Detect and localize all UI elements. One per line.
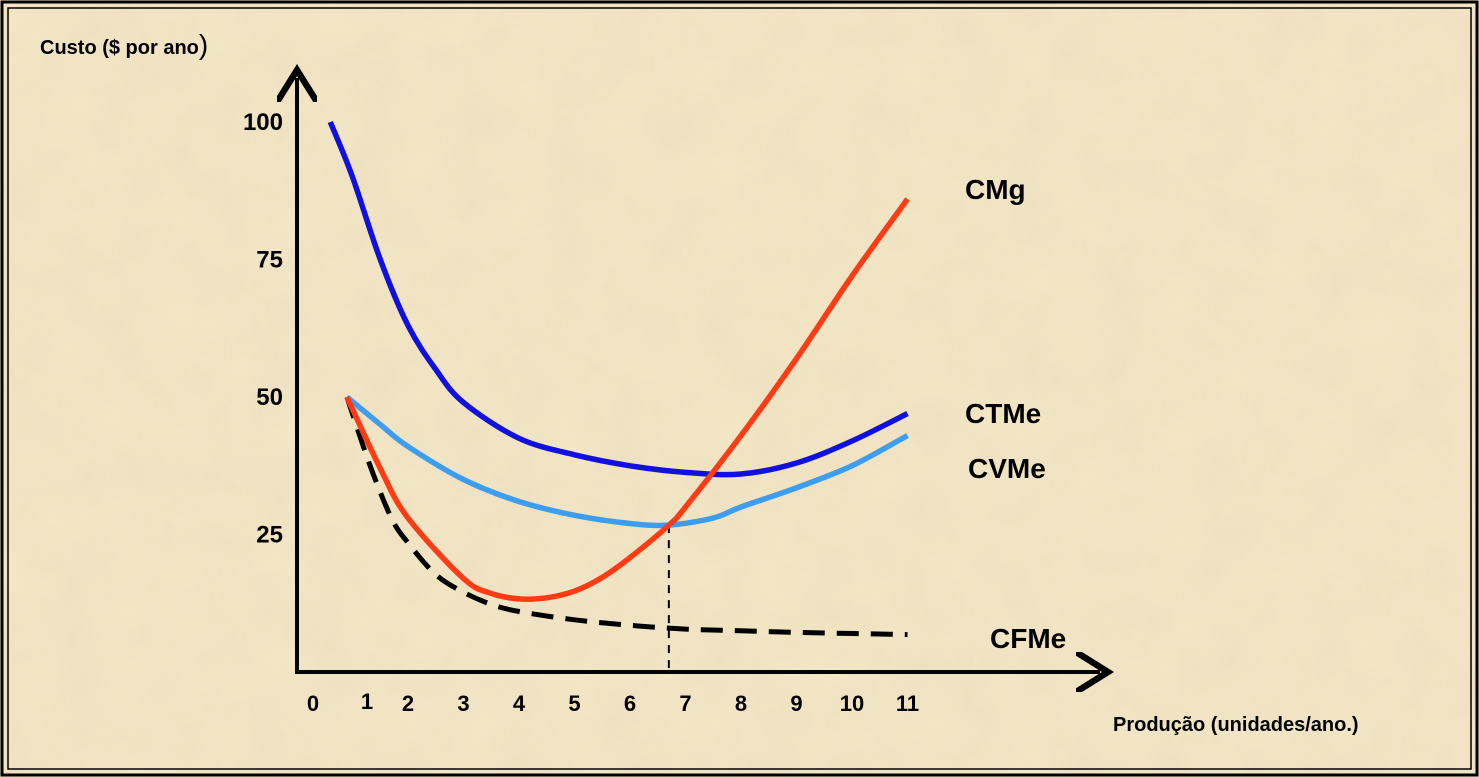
curve-cmg xyxy=(344,197,910,602)
x-tick-label: 4 xyxy=(513,691,526,716)
x-tick-label: 7 xyxy=(679,691,691,716)
inner-border xyxy=(7,7,1472,770)
x-tick-label: 10 xyxy=(840,691,864,716)
curve-cvme xyxy=(345,394,909,529)
y-tick-label: 25 xyxy=(256,522,283,549)
x-tick-label: 5 xyxy=(568,691,580,716)
curve-cfme xyxy=(344,396,908,638)
x-tick-labels: 0 1 2 3 4 5 6 7 8 9 10 11 xyxy=(307,689,919,716)
x-tick-label: 1 xyxy=(361,689,373,714)
label-CFMe: CFMe xyxy=(990,623,1066,654)
label-CTMe: CTMe xyxy=(965,398,1041,429)
y-tick-label: 75 xyxy=(256,247,283,274)
x-tick-label: 11 xyxy=(896,691,919,716)
x-tick-label: 2 xyxy=(402,691,414,716)
y-axis-title: Custo ($ por ano) xyxy=(40,29,208,60)
x-tick-label: 6 xyxy=(624,691,636,716)
y-tick-label: 50 xyxy=(256,384,283,411)
x-tick-label: 3 xyxy=(457,691,469,716)
x-axis-title: Produção (unidades/ano.) xyxy=(1113,714,1359,736)
label-CMg: CMg xyxy=(965,174,1026,205)
x-tick-label: 9 xyxy=(790,691,802,716)
curves-layer xyxy=(327,120,910,672)
y-tick-label: 100 xyxy=(243,109,283,136)
x-tick-label: 0 xyxy=(307,691,319,716)
y-tick-labels: 100 75 50 25 xyxy=(243,109,283,549)
curve-ctme xyxy=(327,120,909,478)
label-CVMe: CVMe xyxy=(968,453,1046,484)
x-tick-label: 8 xyxy=(735,691,747,716)
